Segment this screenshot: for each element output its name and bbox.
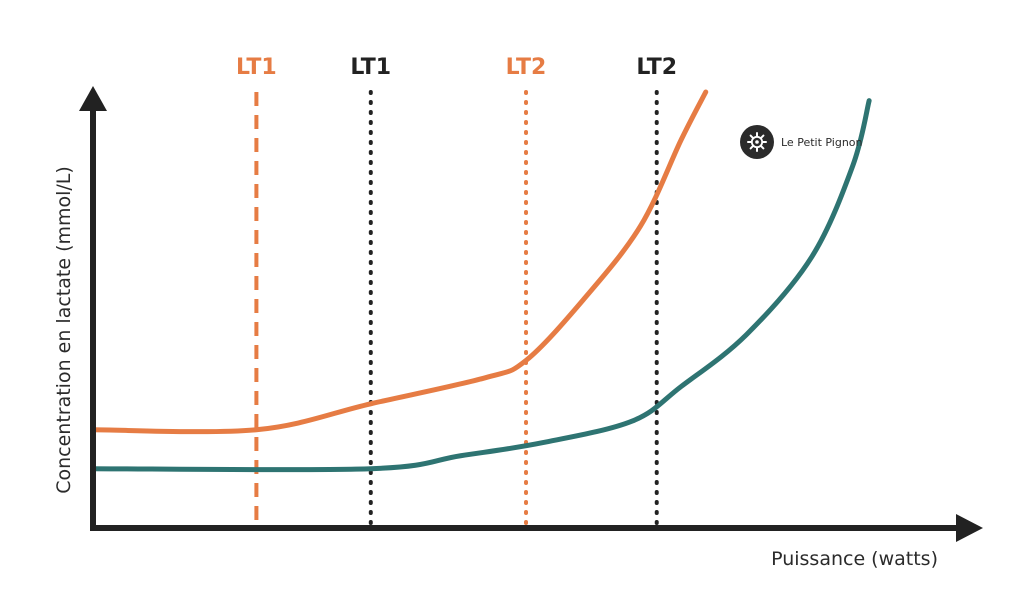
- threshold-label-0: LT1: [236, 55, 277, 80]
- watermark: Le Petit Pignon: [740, 125, 863, 159]
- threshold-label-2: LT2: [506, 55, 547, 80]
- axes: [79, 86, 983, 542]
- y-axis-arrow: [79, 86, 107, 111]
- gear-icon: [747, 132, 767, 152]
- series-lines: [90, 89, 872, 473]
- x-axis-arrow: [956, 514, 983, 542]
- threshold-lines: LT1 LT1 LT2 LT2: [236, 55, 677, 526]
- watermark-text: Le Petit Pignon: [781, 136, 863, 149]
- threshold-label-3: LT2: [636, 55, 677, 80]
- x-axis-label: Puissance (watts): [771, 548, 938, 570]
- series-line-1: [90, 98, 872, 473]
- y-axis-label: Concentration en lactate (mmol/L): [53, 166, 75, 494]
- series-line-0: [90, 89, 709, 435]
- threshold-label-1: LT1: [350, 55, 391, 80]
